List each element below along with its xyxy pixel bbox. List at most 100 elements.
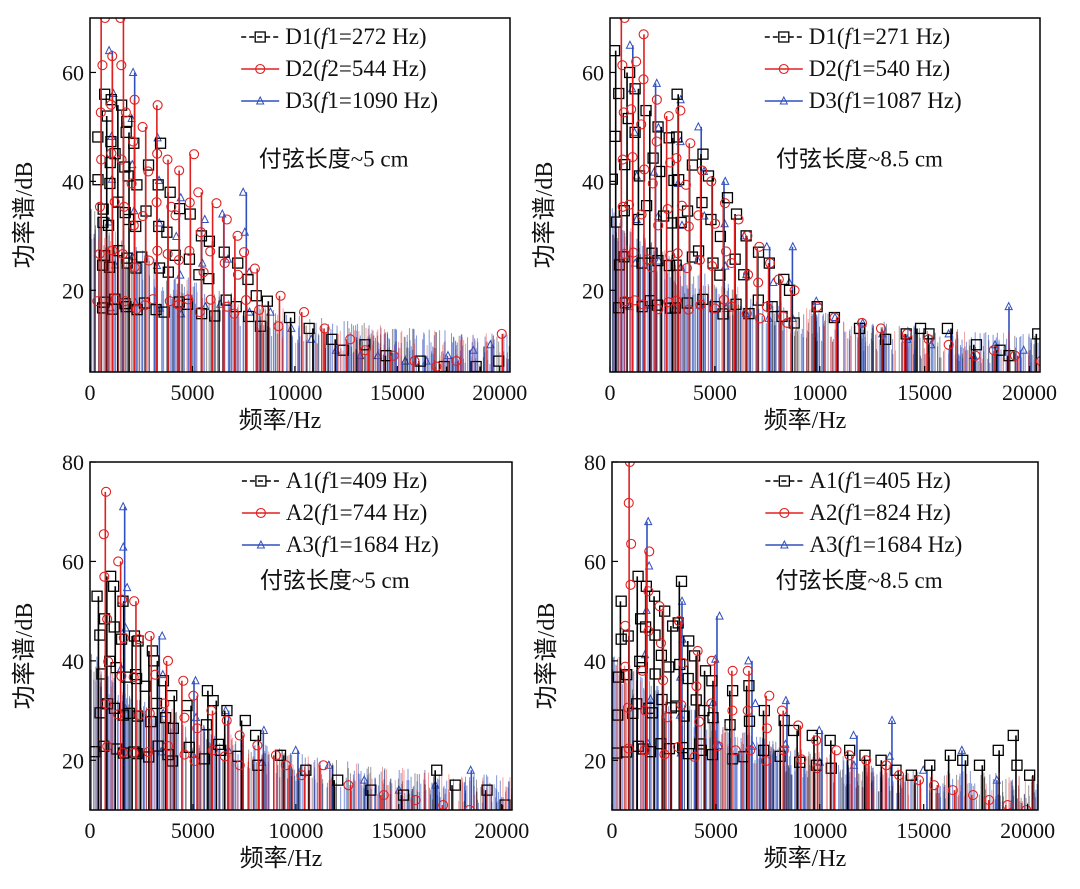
marker-circle <box>779 507 790 519</box>
marker-circle <box>625 579 636 590</box>
marker-triangle <box>811 296 821 305</box>
chart-panel-bottom-left: 0 5000 10000 15000 20000 20 40 60 80 频率/Hz 功率谱/dB 付… <box>11 450 529 872</box>
marker-circle <box>671 295 682 306</box>
marker-triangle <box>643 516 653 526</box>
marker-square <box>636 661 648 674</box>
marker-circle <box>727 665 738 676</box>
marker-circle <box>923 334 934 345</box>
marker-circle <box>117 248 128 260</box>
marker-square <box>148 655 160 667</box>
marker-circle <box>198 267 209 278</box>
legend: A1(f1=409 Hz) A2(f1=744 Hz) A3(f1=1684 Hz) <box>241 468 439 557</box>
marker-triangle <box>779 95 789 105</box>
marker-circle <box>431 361 442 372</box>
marker-circle <box>692 645 703 656</box>
marker-square <box>153 262 166 274</box>
marker-square <box>131 179 143 191</box>
marker-square <box>766 300 778 313</box>
marker-circle <box>97 60 108 71</box>
marker-circle <box>96 154 107 165</box>
marker-circle <box>631 56 642 67</box>
marker-square <box>681 205 694 217</box>
legend-item-D1: D1(f1=272 Hz) <box>241 24 427 49</box>
x-tick-label: 0 <box>85 380 96 405</box>
marker-circle <box>988 345 999 356</box>
marker-circle <box>133 634 144 645</box>
marker-square <box>131 748 143 760</box>
marker-square <box>806 729 818 742</box>
marker-circle <box>638 74 649 85</box>
legend-item-A3: A3(f1=1684 Hz) <box>765 532 962 557</box>
marker-triangle <box>118 501 128 511</box>
marker-square <box>414 355 426 367</box>
marker-circle <box>695 299 706 310</box>
marker-circle <box>984 795 995 806</box>
marker-circle <box>812 301 823 312</box>
marker-square <box>108 621 120 633</box>
marker-circle <box>118 632 129 643</box>
marker-circle <box>128 136 139 147</box>
marker-square <box>158 306 170 318</box>
marker-circle <box>617 201 628 212</box>
marker-circle <box>675 105 686 116</box>
legend-label: D1(f1=271 Hz) <box>809 24 950 49</box>
marker-circle <box>742 269 754 280</box>
marker-circle <box>115 18 126 24</box>
marker-circle <box>673 616 685 627</box>
marker-square <box>758 744 770 756</box>
marker-circle <box>638 29 649 40</box>
marker-circle <box>137 210 148 222</box>
marker-circle <box>129 596 140 607</box>
x-tick-label: 0 <box>605 380 616 405</box>
marker-triangle <box>694 121 703 131</box>
marker-square <box>1011 759 1023 771</box>
marker-square <box>670 259 682 271</box>
marker-square <box>970 339 983 351</box>
marker-circle <box>112 709 123 720</box>
marker-square <box>1007 729 1019 742</box>
marker-triangle <box>858 317 867 327</box>
marker-circle <box>184 197 195 208</box>
marker-square <box>108 702 121 714</box>
marker-triangle <box>218 208 227 218</box>
marker-circle <box>745 745 756 756</box>
marker-circle <box>189 149 200 160</box>
marker-circle <box>638 299 649 310</box>
legend-item-D3: D3(f1=1087 Hz) <box>764 88 962 113</box>
legend-item-A1: A1(f1=409 Hz) <box>241 468 427 493</box>
marker-circle <box>150 669 161 680</box>
plot-area <box>610 18 1040 372</box>
marker-square <box>671 88 683 100</box>
marker-circle <box>205 294 216 305</box>
marker-circle <box>662 712 673 723</box>
legend-label: A2(f1=824 Hz) <box>809 500 950 525</box>
y-axis-label: 功率谱/dB <box>11 603 38 710</box>
marker-circle <box>646 262 657 273</box>
marker-circle <box>681 262 692 274</box>
marker-triangle <box>201 301 210 311</box>
marker-square <box>142 159 155 171</box>
marker-circle <box>639 164 650 175</box>
marker-circle <box>643 586 654 597</box>
y-axis-label: 功率谱/dB <box>11 162 38 269</box>
marker-circle <box>275 290 286 301</box>
marker-triangle <box>104 45 114 55</box>
marker-circle <box>1021 804 1032 810</box>
marker-circle <box>755 313 766 324</box>
marker-triangle <box>221 705 230 715</box>
marker-circle <box>98 529 109 540</box>
marker-square <box>111 743 123 755</box>
marker-circle <box>706 655 717 666</box>
y-tick-label: 60 <box>584 549 606 574</box>
marker-square <box>619 158 631 171</box>
marker-triangle <box>157 630 167 640</box>
legend: D1(f1=271 Hz) D2(f1=540 Hz) D3(f1=1087 Hz) <box>764 24 962 113</box>
marker-square <box>109 148 121 160</box>
marker-square <box>699 665 712 677</box>
legend-item-D2: D2(f2=544 Hz) <box>241 56 427 81</box>
marker-square <box>365 784 377 796</box>
marker-square <box>154 137 167 149</box>
marker-square <box>697 293 709 306</box>
plot-area <box>612 462 1038 810</box>
marker-triangle <box>677 596 687 605</box>
